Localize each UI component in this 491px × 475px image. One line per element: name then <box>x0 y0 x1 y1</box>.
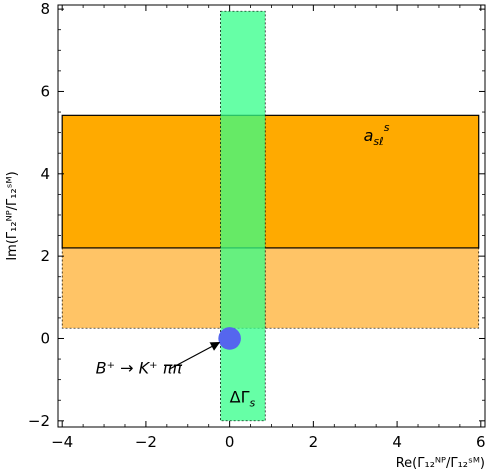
y-axis-label: Im(Γ₁₂ᴺᴾ/Γ₁₂ˢᴹ) <box>5 171 20 260</box>
region-0 <box>61 247 480 329</box>
x-tick-label: 0 <box>225 433 235 451</box>
annotation-asl-main: a <box>364 126 374 145</box>
y-tick-label: 8 <box>40 0 50 18</box>
annotation-layer: asℓs ΔΓs B⁺ → K⁺ ππ <box>96 121 390 409</box>
x-tick-label: 2 <box>309 433 319 451</box>
y-tick-label: 0 <box>40 329 50 347</box>
region-1 <box>61 114 480 249</box>
regions-layer <box>61 10 480 422</box>
annotation-asl-sup: s <box>384 121 390 134</box>
annotation-asl-sub: sℓ <box>373 135 383 148</box>
x-tick-label: 6 <box>476 433 486 451</box>
x-tick-label: 4 <box>392 433 402 451</box>
x-tick-label: −4 <box>51 433 73 451</box>
region-3 <box>218 327 241 350</box>
y-tick-label: −2 <box>28 412 50 430</box>
annotation-delta-gamma-sub: s <box>249 396 255 409</box>
x-tick-label: −2 <box>135 433 157 451</box>
annotation-arrow <box>168 342 221 370</box>
y-tick-label: 2 <box>40 247 50 265</box>
y-tick-label: 6 <box>40 82 50 100</box>
annotation-delta-gamma: ΔΓs <box>230 387 256 409</box>
annotation-bkpipi: B⁺ → K⁺ ππ <box>96 358 183 377</box>
x-axis-label: Re(Γ₁₂ᴺᴾ/Γ₁₂ˢᴹ) <box>396 456 485 471</box>
annotation-delta-gamma-main: ΔΓ <box>230 387 250 406</box>
y-tick-label: 4 <box>40 165 50 183</box>
annotation-asl: asℓs <box>364 121 390 148</box>
region-2 <box>220 10 266 422</box>
